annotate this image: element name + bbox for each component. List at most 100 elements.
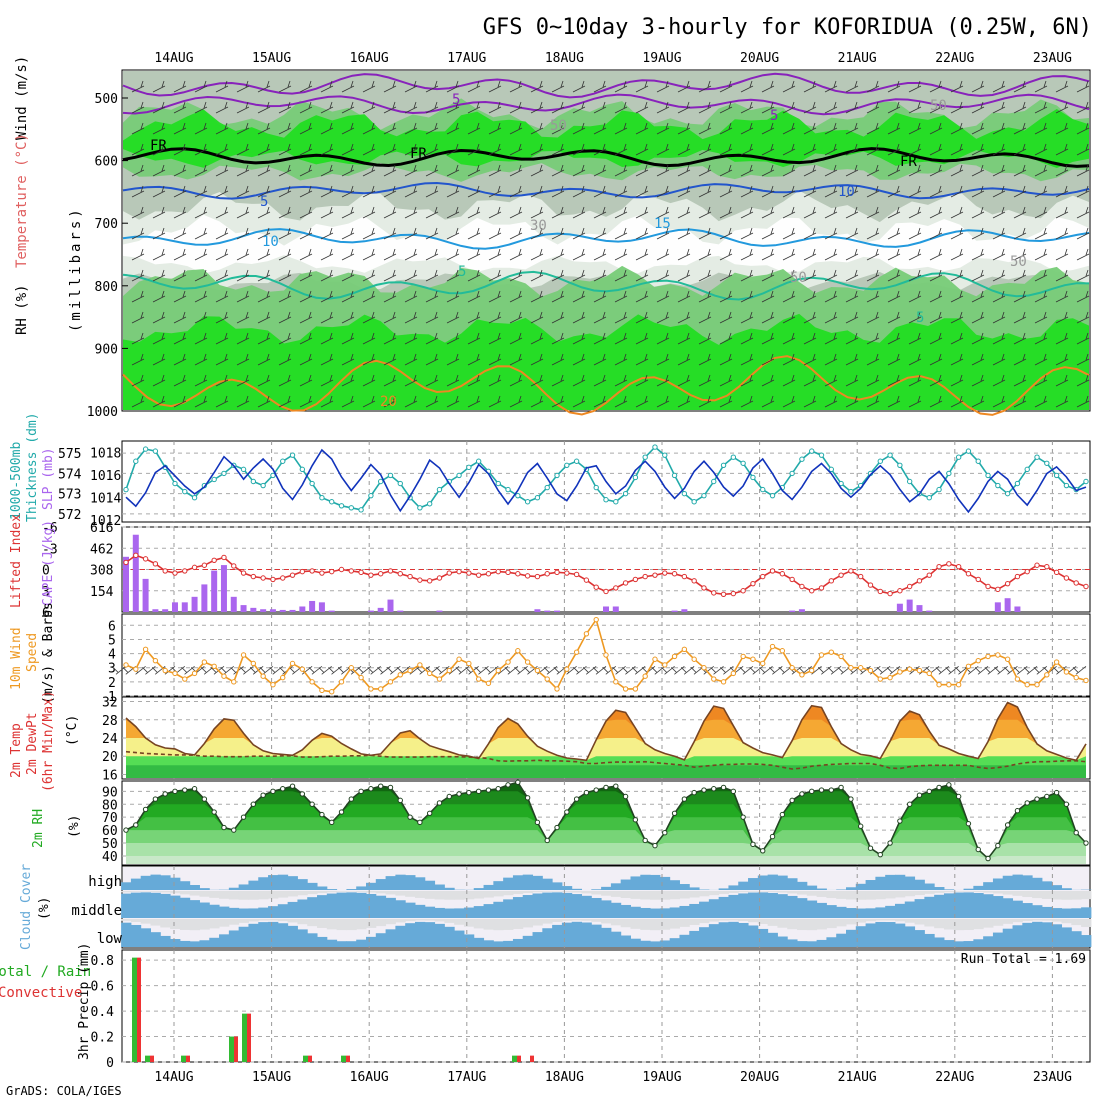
wind-barb bbox=[950, 353, 964, 366]
wind-barb bbox=[467, 206, 481, 219]
wind-speed-line-marker bbox=[642, 673, 648, 679]
thickness-line-marker bbox=[613, 499, 619, 505]
wind-barb bbox=[320, 248, 334, 261]
rh-line-marker bbox=[652, 842, 658, 849]
wind-barb bbox=[404, 122, 418, 135]
wind-barb bbox=[551, 311, 565, 324]
wind-barb bbox=[971, 122, 985, 135]
wind-barb bbox=[236, 122, 250, 135]
cloud-bar bbox=[836, 889, 847, 890]
cloud-gap bbox=[503, 891, 514, 896]
cloud-bar bbox=[473, 937, 485, 947]
rh-line-marker bbox=[485, 787, 492, 793]
cloud-gap bbox=[748, 891, 759, 892]
wind-barb bbox=[257, 101, 271, 114]
wind-barb bbox=[320, 395, 334, 408]
cloud-bar bbox=[522, 935, 534, 947]
lifted-line-marker bbox=[211, 557, 217, 563]
wind-barb bbox=[824, 143, 838, 156]
wind-barb bbox=[824, 332, 838, 345]
wind-barb bbox=[782, 311, 796, 324]
thickness-line-marker bbox=[515, 492, 521, 499]
precip-tick: 0.8 bbox=[91, 954, 114, 969]
wind-barb bbox=[194, 311, 208, 324]
wind-barb bbox=[656, 332, 670, 345]
wind10m-barb bbox=[817, 665, 832, 675]
wind-barb bbox=[236, 227, 250, 240]
cloud-gap bbox=[454, 919, 465, 925]
wind-speed-line-marker bbox=[848, 665, 854, 671]
wind-barb bbox=[425, 353, 439, 366]
precip-convective-bar bbox=[150, 1055, 154, 1062]
wind-barb bbox=[971, 353, 985, 366]
lifted-line-marker bbox=[818, 585, 825, 591]
cloud-bar bbox=[219, 906, 230, 918]
wind10m-barb bbox=[964, 665, 979, 675]
wind-barb bbox=[740, 395, 754, 408]
cloud-bar bbox=[620, 904, 631, 918]
cloud-bar bbox=[865, 908, 876, 918]
contour-label: 30 bbox=[530, 218, 547, 234]
cloud-bar bbox=[189, 941, 200, 947]
wind-speed-line-marker bbox=[995, 652, 1001, 658]
wind-speed-line-marker bbox=[1073, 674, 1079, 681]
cloud-bar bbox=[297, 879, 308, 890]
wind-barb bbox=[1055, 311, 1069, 324]
cloud-bar bbox=[748, 925, 759, 947]
wind-barb bbox=[194, 164, 208, 177]
cloud-gap bbox=[992, 919, 1004, 926]
lifted-line-marker bbox=[897, 588, 903, 594]
wind10m-barb bbox=[1053, 665, 1067, 675]
cloud-bar bbox=[650, 908, 661, 918]
cloud-gap bbox=[1061, 891, 1072, 900]
cape-bar bbox=[681, 609, 688, 612]
wind-barb bbox=[593, 353, 607, 366]
cloud-bar bbox=[346, 941, 357, 947]
wind-barb bbox=[425, 269, 439, 282]
rh-line-marker bbox=[172, 788, 178, 795]
rh-line-marker bbox=[789, 797, 795, 804]
cloud-gap bbox=[179, 891, 191, 895]
lifted-line-marker bbox=[769, 568, 776, 574]
wind-barb bbox=[971, 311, 985, 324]
wind-barb bbox=[845, 227, 859, 240]
cloud-gap bbox=[277, 891, 289, 898]
lifted-line-marker bbox=[221, 554, 227, 561]
cape-bar bbox=[260, 609, 267, 612]
wind-barb bbox=[866, 185, 880, 198]
wind-barb bbox=[908, 122, 922, 135]
thickness-line-marker bbox=[182, 488, 188, 495]
cloud-bar bbox=[571, 894, 583, 918]
cloud-bar bbox=[973, 939, 984, 947]
cloud-bar bbox=[806, 885, 818, 890]
cloud-gap bbox=[219, 891, 230, 899]
cloud-bar bbox=[1061, 908, 1072, 918]
cloud-gap bbox=[1002, 919, 1014, 924]
cloud-bar bbox=[140, 928, 151, 947]
contour-label: 5 bbox=[260, 194, 268, 210]
cape-bar bbox=[544, 610, 551, 612]
wind-barb bbox=[803, 206, 817, 219]
wind-barb bbox=[992, 269, 1006, 282]
lifted-line-marker bbox=[280, 575, 286, 581]
wind-barb bbox=[782, 206, 796, 219]
wind-barb bbox=[929, 122, 943, 135]
cloud-bar bbox=[248, 880, 259, 890]
isotherm-2 bbox=[122, 147, 1090, 168]
wind-barb bbox=[509, 185, 523, 198]
wind-barb bbox=[488, 206, 502, 219]
wind-speed-line-marker bbox=[231, 679, 237, 685]
cloud-gap bbox=[904, 919, 916, 923]
rh-line-marker bbox=[309, 801, 315, 807]
wind-barb bbox=[341, 311, 355, 324]
lifted-line-marker bbox=[867, 582, 874, 588]
wind-title-2: Speed bbox=[25, 633, 40, 672]
wind-barb bbox=[824, 206, 838, 219]
cloud-gap bbox=[640, 919, 651, 930]
wind-speed-line-marker bbox=[1063, 669, 1070, 675]
wind-barb bbox=[677, 248, 691, 261]
temp-tick: 32 bbox=[102, 696, 118, 711]
wind-barb bbox=[971, 80, 985, 93]
cloud-gap bbox=[522, 891, 534, 894]
wind-barb bbox=[341, 185, 355, 198]
